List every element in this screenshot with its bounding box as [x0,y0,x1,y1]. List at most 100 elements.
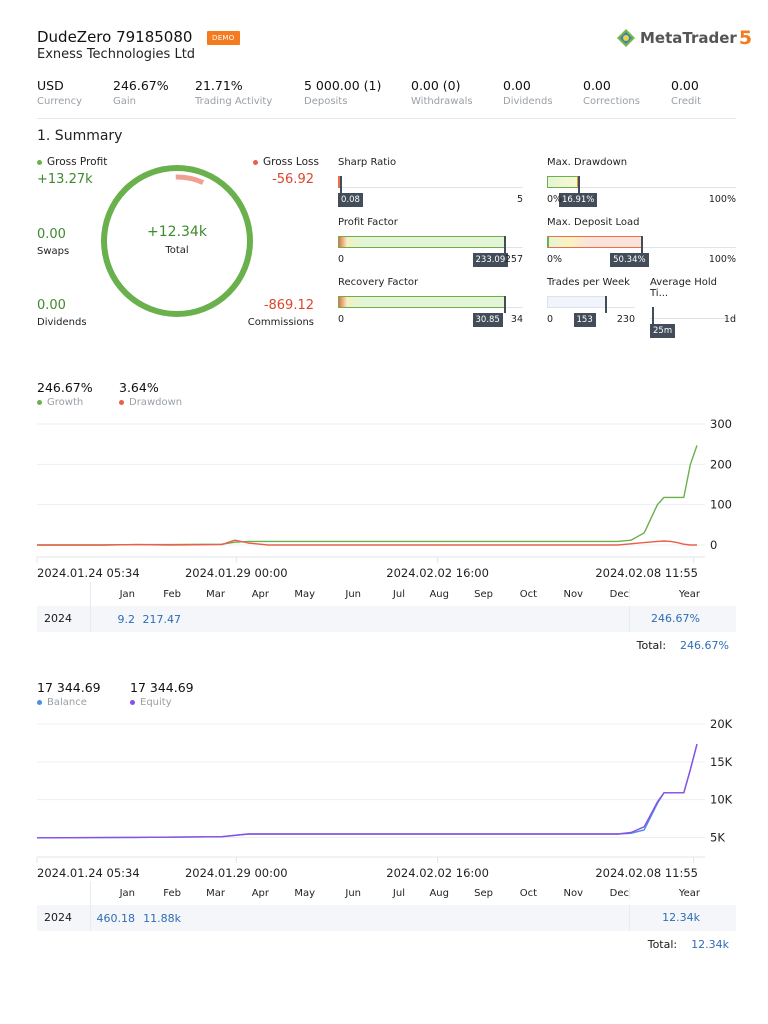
legend-growth[interactable]: 246.67% Growth [37,380,93,408]
summary-title: 1. Summary [37,128,123,144]
metric-value-tooltip: 0.08 [338,193,363,207]
metric-value-tooltip: 153 [573,313,596,327]
table-cell: Apr [251,588,269,600]
legend-dot [37,399,42,405]
metric-max: 1d [723,314,736,325]
metric-max-deposit-load: Max. Deposit Load 50.34% 0% 100% [547,217,736,267]
metatrader-logo-icon [617,29,635,47]
series-line-equity[interactable] [36,743,698,839]
table-cell: Sep [474,588,493,600]
balance-chart[interactable]: 5K 10K 15K 20K 2024.01.24 05:34 2024.01.29 00… [0,710,768,880]
series-line-growth[interactable] [37,445,698,546]
logo-version: 5 [738,27,753,49]
table-cell: Jan [119,588,135,600]
metric-title: Profit Factor [338,217,398,228]
legend-label: Balance [37,697,101,708]
total-value: +12.34k [147,224,207,240]
metric-title: Average Hold Ti... [650,277,718,299]
stat-label: Corrections [583,96,640,107]
table-cell: Mar [206,887,225,899]
metric-sharp-ratio: Sharp Ratio 0.08 5 [338,157,523,207]
table-total: Total: 246.67% [37,639,736,652]
legend-value: 3.64% [119,380,159,395]
commissions-value: -869.12 [263,298,314,313]
metric-max-drawdown: Max. Drawdown 16.91% 0% 100% [547,157,736,207]
table-cell: Jun [345,887,361,899]
table-row: 2024 9.2 217.47 246.67% [37,606,736,632]
metric-max: 230 [616,314,635,325]
legend-dot [119,399,124,405]
legend-dot [37,699,42,705]
broker-name: Exness Technologies Ltd [37,47,196,62]
metric-bar-fill [338,236,505,248]
metric-marker [641,236,644,253]
metric-profit-factor: Profit Factor 233.09 0 257 [338,217,523,267]
table-cell: 9.2 [117,612,136,626]
metric-min: 0% [547,194,563,205]
legend-text: Equity [140,697,172,708]
stat-credit: 0.00 Credit [671,78,701,107]
metric-bar-fill [547,296,606,308]
stat-label: Deposits [304,96,348,107]
stat-withdrawals: 0.00 (0) Withdrawals [411,78,473,107]
metric-max: 5 [516,194,523,205]
stat-value: 0.00 [671,78,699,93]
table-cell: Aug [429,887,449,899]
series-line-drawdown[interactable] [37,539,697,546]
metric-max: 257 [504,254,523,265]
table-cell: Nov [563,588,583,600]
gross-loss-value: -56.92 [272,172,314,187]
demo-badge: DEMO [207,31,240,45]
legend-label: Growth [37,397,93,408]
table-cell: 11.88k [143,911,181,925]
table-cell: 460.18 [96,911,136,925]
y-tick-label: 300 [710,417,732,431]
x-tick-label: 2024.01.24 05:34 [37,566,140,580]
metric-value-tooltip: 233.09 [472,253,509,267]
legend-dot [130,699,135,705]
table-cell: Dec [609,887,629,899]
x-tick-label: 2024.01.29 00:00 [185,566,288,580]
metric-marker [503,236,506,253]
metric-track: 153 [547,296,635,327]
legend-value: 246.67% [37,380,93,395]
table-cell: May [294,887,315,899]
table-cell: Dec [609,588,629,600]
growth-chart[interactable]: 0 100 200 300 2024.01.24 05:34 2024.01.29 00:… [0,410,768,580]
metric-max: 100% [708,254,736,265]
table-cell: Year [629,588,700,600]
table-cell: Jun [345,588,361,600]
stat-value: 246.67% [113,78,169,93]
gross-loss-label: Gross Loss [253,156,319,168]
stat-label: Gain [113,96,136,107]
metric-avg-hold-time: Average Hold Ti... 25m 1d [650,277,736,338]
stat-value: 0.00 (0) [411,78,461,93]
table-cell: Jul [392,588,405,600]
metric-track: 16.91% [547,176,736,207]
metric-bar-fill [338,296,505,308]
legend-balance[interactable]: 17 344.69 Balance [37,680,101,708]
metric-title: Trades per Week [547,277,630,288]
table-cell: 12.34k [629,905,700,931]
metric-trades-per-week: Trades per Week 153 0 230 [547,277,635,327]
table-row: 2024 460.18 11.88k 12.34k [37,905,736,931]
metric-bar-fill [547,236,643,248]
legend-drawdown[interactable]: 3.64% Drawdown [119,380,182,408]
table-cell: Oct [519,887,537,899]
metric-marker [503,296,506,313]
metatrader-logo: MetaTrader 5 [616,27,752,49]
y-tick-label: 15K [710,755,733,769]
logo-text: MetaTrader [640,29,737,47]
metric-min: 0 [338,254,345,265]
swaps-label: Swaps [37,246,70,257]
series-line-balance[interactable] [36,743,698,839]
gross-profit-label: Gross Profit [37,156,107,168]
table-cell: 2024 [37,606,91,632]
metric-min: 0 [547,314,554,325]
stat-value: 0.00 [583,78,611,93]
legend-equity[interactable]: 17 344.69 Equity [130,680,194,708]
table-cell [37,881,91,905]
metric-bar-fill [547,176,579,188]
table-total: Total: 12.34k [37,938,736,951]
total-block: +12.34k Total [94,224,260,256]
